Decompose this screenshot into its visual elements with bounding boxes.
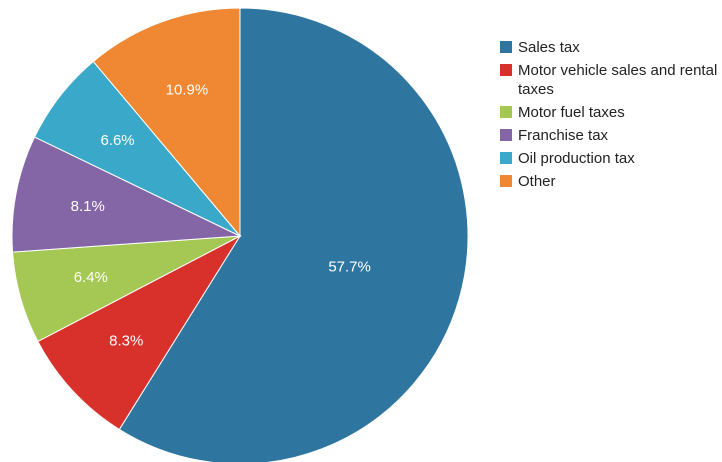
- data-label: 10.9%: [166, 81, 209, 98]
- data-label: 8.3%: [109, 332, 143, 349]
- legend-swatch: [500, 175, 512, 187]
- data-label: 6.4%: [74, 269, 108, 286]
- pie-slice: [118, 7, 469, 462]
- legend-swatch: [500, 106, 512, 118]
- legend-item: Sales tax: [500, 38, 722, 57]
- legend-label: Other: [518, 173, 556, 190]
- chart: 57.7% 8.3% 6.4% 8.1% 6.6% 10.9%: [11, 7, 469, 462]
- legend-label: Oil production tax: [518, 150, 635, 167]
- legend-swatch: [500, 41, 512, 53]
- legend-label: Sales tax: [518, 39, 580, 56]
- legend: Sales tax Motor vehicle sales and rental …: [500, 38, 722, 195]
- pie-slice: [11, 136, 242, 253]
- legend-swatch: [500, 64, 512, 76]
- legend-item: Franchise tax: [500, 126, 722, 145]
- data-label: 6.6%: [100, 132, 134, 149]
- data-label: 57.7%: [328, 258, 371, 275]
- legend-swatch: [500, 152, 512, 164]
- legend-label: Franchise tax: [518, 127, 609, 144]
- pie-slice: [37, 234, 242, 431]
- legend-item: Other: [500, 172, 722, 191]
- legend-swatch: [500, 129, 512, 141]
- data-label: 8.1%: [71, 198, 105, 215]
- legend-label: Motor vehicle sales and rental taxes: [518, 62, 718, 98]
- legend-item: Motor fuel taxes: [500, 103, 722, 122]
- legend-item: Oil production tax: [500, 149, 722, 168]
- pie-slice: [92, 7, 241, 238]
- legend-label: Motor fuel taxes: [518, 104, 625, 121]
- legend-item: Motor vehicle sales and rental taxes: [500, 61, 722, 99]
